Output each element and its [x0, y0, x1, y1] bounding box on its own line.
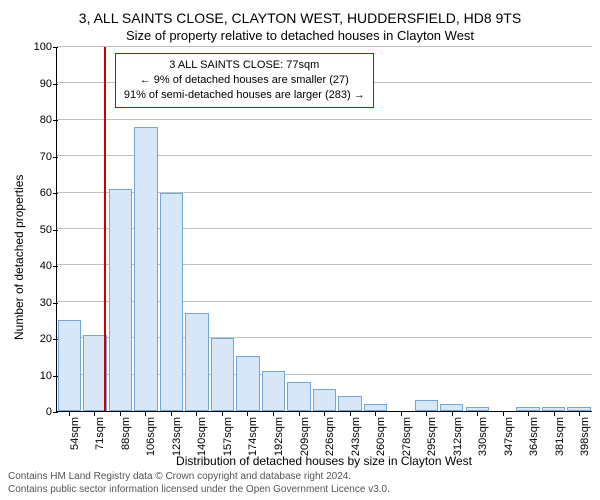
- bar: [313, 389, 336, 411]
- x-tick-label: 209sqm: [299, 417, 311, 456]
- bar: [415, 400, 438, 411]
- y-tick: 90: [40, 78, 52, 90]
- footer-line-1: Contains HM Land Registry data © Crown c…: [8, 470, 592, 483]
- x-tick-label: 106sqm: [145, 417, 157, 456]
- x-tick-label: 226sqm: [324, 417, 336, 456]
- bar: [58, 320, 81, 411]
- bar: [160, 193, 183, 411]
- x-tick-label: 398sqm: [579, 417, 591, 456]
- x-tick-label: 192sqm: [273, 417, 285, 456]
- y-tick: 80: [40, 114, 52, 126]
- x-tick-label: 347sqm: [503, 417, 515, 456]
- x-tick-label: 140sqm: [196, 417, 208, 456]
- bar: [364, 404, 387, 411]
- y-tick: 100: [34, 41, 52, 53]
- x-tick-label: 174sqm: [247, 417, 259, 456]
- footer-line-2: Contains public sector information licen…: [8, 483, 592, 496]
- bar: [185, 313, 208, 411]
- y-axis-label: Number of detached properties: [8, 47, 28, 468]
- bar: [109, 189, 132, 411]
- y-tick: 30: [40, 297, 52, 309]
- y-tick: 40: [40, 260, 52, 272]
- bar: [287, 382, 310, 411]
- chart-area: Number of detached properties 0102030405…: [8, 47, 592, 468]
- x-tick-label: 312sqm: [452, 417, 464, 456]
- x-tick-label: 278sqm: [401, 417, 413, 456]
- x-tick-label: 330sqm: [477, 417, 489, 456]
- bar: [134, 127, 157, 411]
- x-axis-label: Distribution of detached houses by size …: [56, 454, 592, 468]
- y-tick: 70: [40, 151, 52, 163]
- marker-legend: 3 ALL SAINTS CLOSE: 77sqm ← 9% of detach…: [115, 53, 374, 108]
- x-tick-label: 364sqm: [528, 417, 540, 456]
- x-axis: 54sqm 71sqm 88sqm 106sqm 123sqm 140sqm 157sqm 1…: [28, 412, 592, 468]
- x-tick-label: 260sqm: [375, 417, 387, 456]
- y-tick: 20: [40, 333, 52, 345]
- x-tick-label: 295sqm: [426, 417, 438, 456]
- x-tick-label: 123sqm: [171, 417, 183, 456]
- y-tick: 60: [40, 187, 52, 199]
- bar: [338, 396, 361, 411]
- bar: [211, 338, 234, 411]
- marker-legend-line-3: 91% of semi-detached houses are larger (…: [124, 88, 365, 103]
- title-line-1: 3, ALL SAINTS CLOSE, CLAYTON WEST, HUDDE…: [8, 10, 592, 26]
- x-tick-label: 381sqm: [554, 417, 566, 456]
- marker-legend-line-1: 3 ALL SAINTS CLOSE: 77sqm: [124, 58, 365, 73]
- x-tick-label: 243sqm: [350, 417, 362, 456]
- title-line-2: Size of property relative to detached ho…: [8, 28, 592, 43]
- y-tick: 10: [40, 370, 52, 382]
- marker-legend-line-2: ← 9% of detached houses are smaller (27): [124, 73, 365, 88]
- plot-region: 3 ALL SAINTS CLOSE: 77sqm ← 9% of detach…: [56, 47, 592, 412]
- x-tick-label: 71sqm: [94, 417, 106, 450]
- chart-titles: 3, ALL SAINTS CLOSE, CLAYTON WEST, HUDDE…: [8, 8, 592, 47]
- bar: [440, 404, 463, 411]
- marker-line: [104, 47, 106, 411]
- x-tick-label: 54sqm: [69, 417, 81, 450]
- bar: [236, 356, 259, 411]
- x-tick-label: 88sqm: [120, 417, 132, 450]
- x-tick-label: 157sqm: [222, 417, 234, 456]
- y-tick: 50: [40, 224, 52, 236]
- bar: [262, 371, 285, 411]
- footer-attribution: Contains HM Land Registry data © Crown c…: [8, 468, 592, 496]
- y-axis: 0102030405060708090100: [28, 47, 56, 412]
